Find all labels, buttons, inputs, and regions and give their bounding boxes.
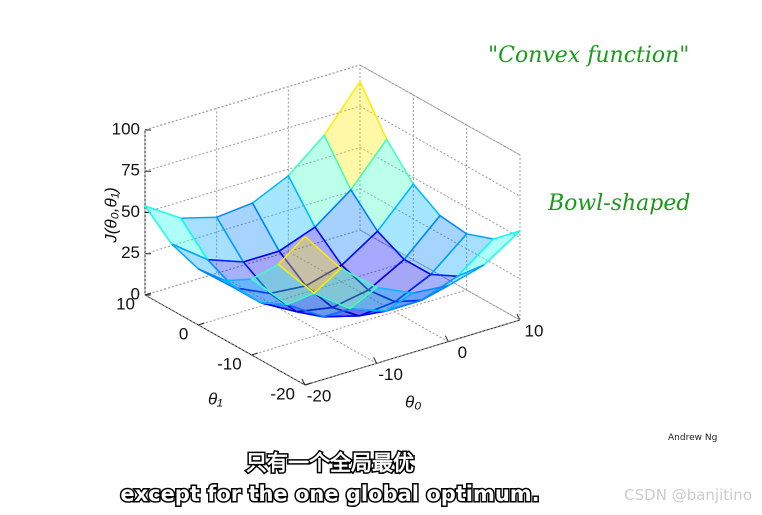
grid-line [144,229,361,296]
watermark: CSDN @banjitino [624,486,752,504]
grid-line [304,319,521,386]
tick-mark [301,378,306,386]
z-tick-label: 50 [121,202,140,221]
grid-line [144,64,361,131]
grid-line [359,229,521,321]
grid-line [359,105,521,197]
x-tick-label: 10 [525,321,544,340]
z-axis-label: J(θ₀,θ₁) [101,187,120,244]
grid-line [251,289,467,356]
z-tick-label: 0 [131,284,140,303]
y-axis-label: θ₁ [208,389,223,408]
x-tick-label: -10 [378,365,403,384]
y-tick-label: 10 [116,294,135,313]
z-tick-label: 100 [112,119,140,138]
grid-line [359,188,521,280]
z-tick-label: 25 [121,243,140,262]
tick-mark [198,322,205,326]
grid-line [198,259,414,326]
tick-mark [444,335,449,342]
annotation: "Convex function" [488,43,689,68]
subtitle: 只有一个全局最优 [246,451,414,475]
tick-mark [373,357,378,364]
tick-mark [251,352,258,356]
grid-line [144,147,361,213]
slide-footer: Andrew Ng [668,433,717,443]
box-edge [359,64,521,156]
grid-line [359,147,521,238]
y-tick-label: -10 [217,354,242,373]
tick-mark [144,292,152,296]
x-tick-label: 0 [458,343,467,362]
grid-line [288,251,449,343]
grid-line [359,229,521,321]
subtitle: except for the one global optimum. [120,482,539,506]
tick-mark [304,382,312,386]
grid-line [216,272,377,364]
x-tick-label: -20 [307,386,332,405]
surface-patch [277,235,342,295]
y-tick-label: 0 [179,324,188,343]
grid-line [359,64,521,156]
grid-line [144,188,361,255]
x-axis-label: θ₀ [405,392,421,411]
grid-line [144,105,361,172]
z-tick-label: 75 [121,161,140,180]
y-tick-label: -20 [270,384,295,403]
grid-line [144,294,306,386]
annotation: Bowl-shaped [547,191,690,216]
